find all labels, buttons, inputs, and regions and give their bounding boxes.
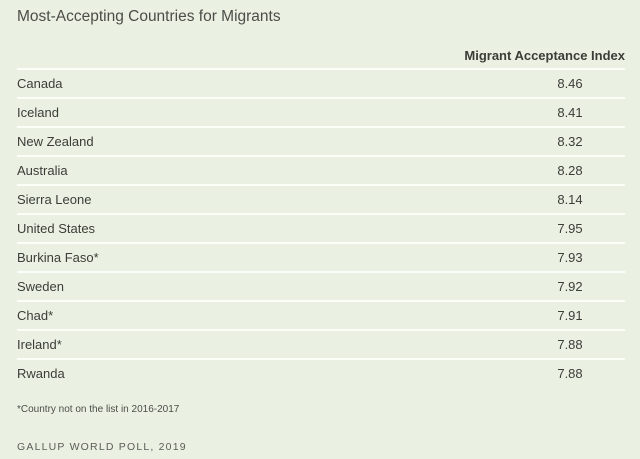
country-cell: United States (17, 221, 96, 236)
table-row: Chad* 7.91 (17, 302, 625, 331)
country-cell: Australia (17, 163, 68, 178)
column-header-index: Migrant Acceptance Index (464, 48, 625, 63)
table-row: Sweden 7.92 (17, 273, 625, 302)
country-cell: Chad* (17, 308, 54, 323)
country-cell: Burkina Faso* (17, 250, 99, 265)
table-header: Migrant Acceptance Index (17, 48, 625, 70)
table-row: Sierra Leone 8.14 (17, 186, 625, 215)
table-row: New Zealand 8.32 (17, 128, 625, 157)
table-row: Australia 8.28 (17, 157, 625, 186)
index-value-cell: 7.88 (557, 366, 583, 381)
country-cell: Sweden (17, 279, 64, 294)
table-row: Iceland 8.41 (17, 99, 625, 128)
index-value-cell: 7.88 (557, 337, 583, 352)
table-row: United States 7.95 (17, 215, 625, 244)
country-cell: Canada (17, 76, 63, 91)
country-cell: Iceland (17, 105, 59, 120)
index-value-cell: 8.14 (557, 192, 583, 207)
index-value-cell: 8.41 (557, 105, 583, 120)
table-title: Most-Accepting Countries for Migrants (17, 8, 281, 25)
source-label: GALLUP WORLD POLL, 2019 (17, 441, 187, 453)
index-value-cell: 7.95 (557, 221, 583, 236)
country-cell: Rwanda (17, 366, 65, 381)
table-row: Rwanda 7.88 (17, 360, 625, 387)
index-value-cell: 7.92 (557, 279, 583, 294)
country-cell: Ireland* (17, 337, 62, 352)
footnote: *Country not on the list in 2016-2017 (17, 404, 180, 415)
table-body: Canada 8.46 Iceland 8.41 New Zealand 8.32 Aust… (17, 70, 625, 387)
index-value-cell: 8.28 (557, 163, 583, 178)
table-row: Ireland* 7.88 (17, 331, 625, 360)
country-cell: Sierra Leone (17, 192, 92, 207)
table-row: Burkina Faso* 7.93 (17, 244, 625, 273)
index-value-cell: 8.46 (557, 76, 583, 91)
country-cell: New Zealand (17, 134, 94, 149)
index-value-cell: 7.93 (557, 250, 583, 265)
table-row: Canada 8.46 (17, 70, 625, 99)
index-value-cell: 7.91 (557, 308, 583, 323)
index-value-cell: 8.32 (557, 134, 583, 149)
